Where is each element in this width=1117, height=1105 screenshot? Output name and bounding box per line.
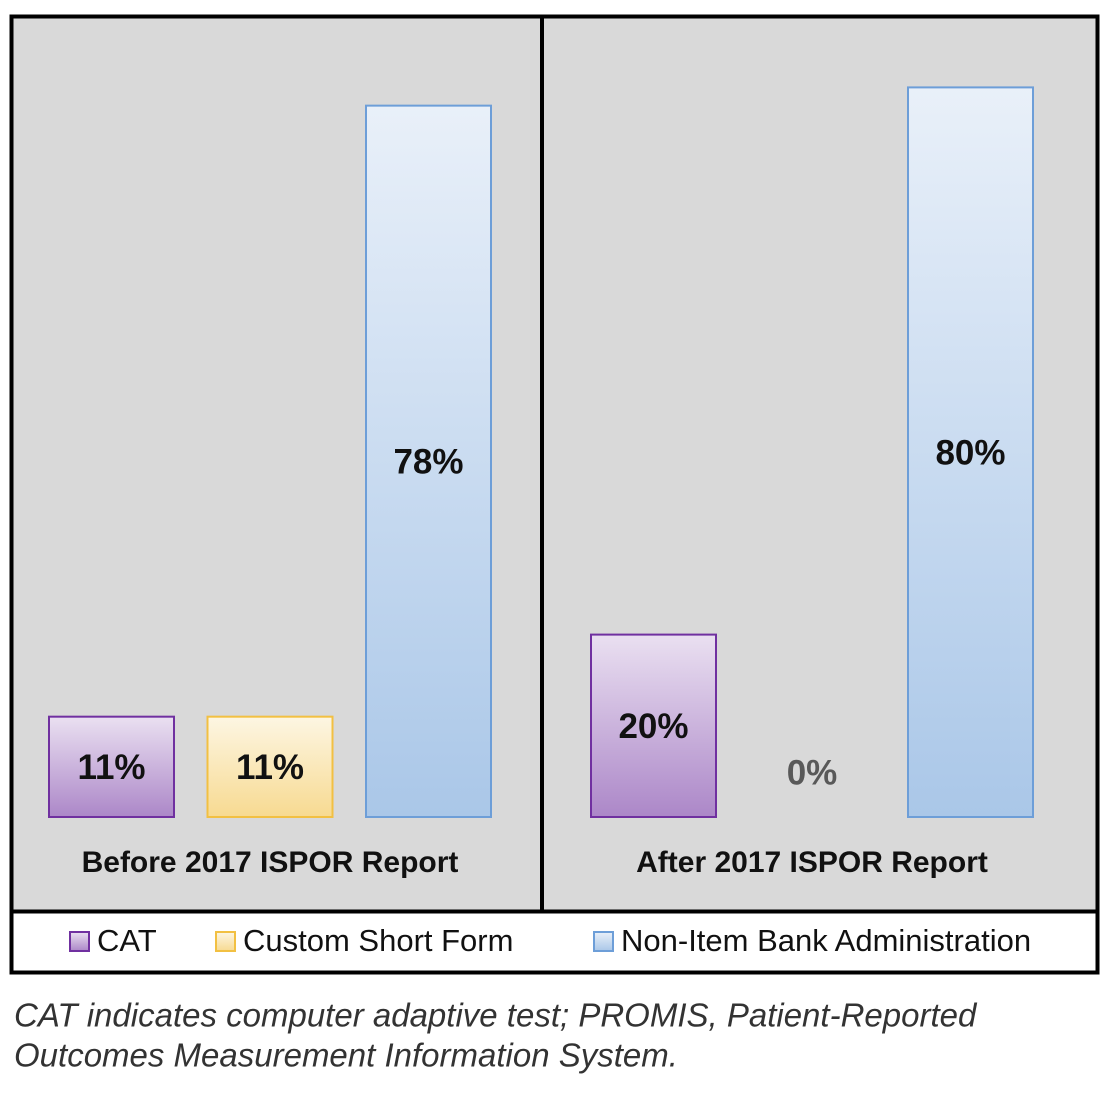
- caption-line: Outcomes Measurement Information System.: [14, 1037, 678, 1074]
- value-label: 0%: [787, 753, 838, 792]
- value-label: 11%: [77, 748, 145, 787]
- bar: [206, 715, 334, 818]
- bar: [48, 715, 175, 818]
- legend-background: [11, 911, 1098, 973]
- x-tick-label: Before 2017 ISPOR Report: [82, 846, 459, 879]
- value-label: 78%: [393, 443, 463, 482]
- value-label: 11%: [236, 748, 304, 787]
- caption-line: CAT indicates computer adaptive test; PR…: [14, 997, 978, 1034]
- legend-swatch: [69, 931, 90, 952]
- bar: [365, 104, 492, 818]
- legend-swatch: [593, 931, 614, 952]
- bar: [907, 86, 1034, 818]
- value-label: 80%: [935, 433, 1005, 472]
- legend-label: Non-Item Bank Administration: [621, 923, 1031, 958]
- legend-label: CAT: [97, 923, 157, 958]
- value-label: 20%: [618, 707, 688, 746]
- legend-swatch: [215, 931, 236, 952]
- frame: [9, 14, 1100, 975]
- bar: [590, 633, 717, 818]
- x-tick-label: After 2017 ISPOR Report: [636, 846, 988, 879]
- legend-label: Custom Short Form: [243, 923, 513, 958]
